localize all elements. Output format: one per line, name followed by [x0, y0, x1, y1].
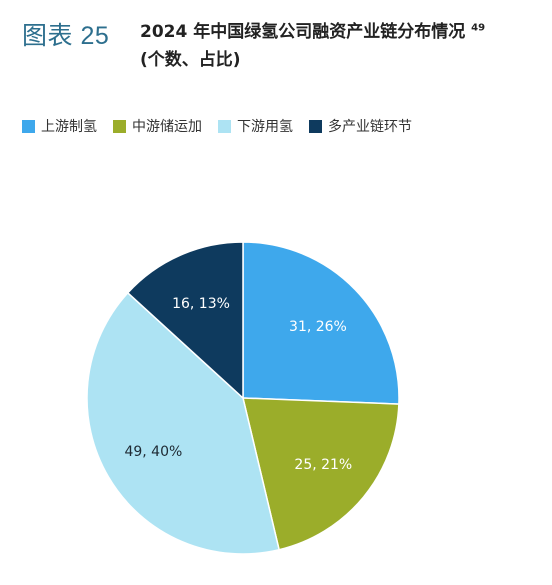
legend-item-upstream: 上游制氢 [22, 116, 97, 136]
chart-subtitle: (个数、占比) [140, 50, 241, 70]
legend-label: 上游制氢 [41, 119, 97, 135]
pie-slice-multi-chain [126, 241, 244, 400]
figure-number: 图表 25 [22, 22, 110, 50]
pie-slice-midstream [242, 397, 400, 551]
slice-label-downstream: 49, 40% [124, 444, 182, 460]
legend-item-downstream: 下游用氢 [218, 116, 293, 136]
slice-label-midstream: 25, 21% [294, 457, 352, 473]
pie-slice-downstream [86, 291, 281, 555]
legend-swatch [218, 119, 231, 133]
slice-label-multi-chain: 16, 13% [172, 296, 230, 312]
chart-title-text: 2024 年中国绿氢公司融资产业链分布情况 [140, 22, 466, 42]
chart-legend: 上游制氢 中游储运加 下游用氢 多产业链环节 [22, 116, 428, 136]
legend-item-midstream: 中游储运加 [113, 116, 202, 136]
title-footnote: 49 [471, 22, 486, 34]
legend-label: 多产业链环节 [328, 119, 412, 135]
legend-swatch [113, 119, 126, 133]
chart-title: 2024 年中国绿氢公司融资产业链分布情况 49 (个数、占比) [140, 18, 545, 74]
legend-swatch [309, 119, 322, 133]
legend-label: 下游用氢 [237, 119, 293, 135]
legend-label: 中游储运加 [132, 119, 202, 135]
legend-swatch [22, 119, 35, 133]
pie-slice-upstream [242, 241, 400, 405]
legend-item-multi-chain: 多产业链环节 [309, 116, 412, 136]
slice-label-upstream: 31, 26% [289, 319, 347, 335]
